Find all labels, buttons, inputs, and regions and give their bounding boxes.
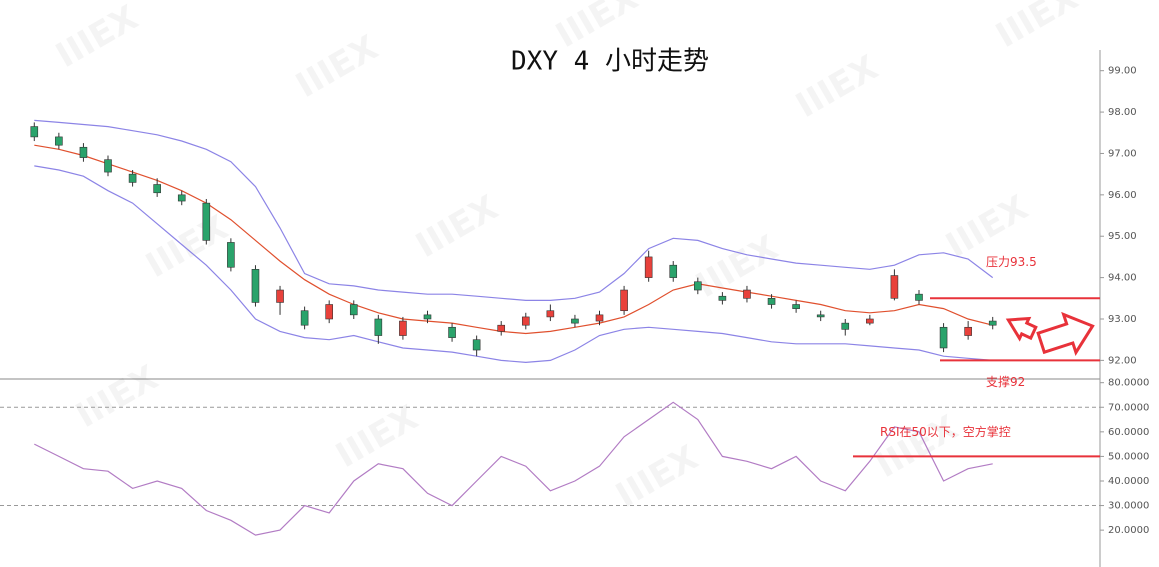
watermark: IIIEX (289, 28, 385, 106)
candle-body (374, 318, 383, 336)
y-tick-label: 97.00 (1108, 148, 1137, 159)
candle-body (571, 318, 579, 324)
candle-body (423, 314, 432, 320)
candle-body (251, 269, 260, 303)
candle-body (448, 326, 456, 338)
watermark: IIIEX (49, 0, 145, 76)
candle-body (177, 194, 186, 202)
candle-body (915, 293, 923, 301)
line (34, 144, 993, 335)
candle-body (694, 281, 702, 291)
watermark: IIIEX (869, 408, 965, 486)
arrow (1005, 316, 1038, 342)
candle-body (472, 339, 481, 351)
candle-body (866, 318, 874, 324)
candle-body (816, 314, 825, 318)
chart-title: DXY 4 小时走势 (511, 47, 709, 77)
line (34, 119, 994, 301)
y-tick-label: 70.0000 (1108, 402, 1149, 413)
candle-body (153, 184, 161, 194)
watermark: IIIEX (789, 48, 885, 126)
watermark: IIIEX (139, 208, 235, 286)
y-tick-label: 98.00 (1108, 107, 1137, 118)
candle-body (767, 298, 776, 305)
candle-body (890, 275, 899, 299)
candle-body (276, 289, 284, 303)
annotation: 支撑92 (986, 374, 1025, 389)
candle-body (644, 256, 653, 278)
candle-body (497, 324, 506, 332)
candle-body (595, 314, 604, 322)
watermark: IIIEX (609, 438, 705, 516)
candle-body (521, 316, 530, 326)
candle-body (325, 304, 333, 320)
candle-body (128, 173, 137, 183)
y-tick-label: 94.00 (1108, 273, 1137, 284)
y-tick-label: 40.0000 (1108, 476, 1149, 487)
annotation: 压力93.5 (986, 255, 1037, 269)
y-tick-label: 60.0000 (1108, 427, 1149, 438)
y-tick-label: 20.0000 (1108, 525, 1149, 536)
y-tick-label: 92.00 (1108, 355, 1137, 366)
watermark: IIIEX (69, 358, 165, 436)
candle-body (104, 159, 112, 173)
candle-body (546, 310, 555, 318)
candle-body (939, 326, 948, 349)
candle-body (718, 295, 727, 301)
candle-body (399, 320, 407, 336)
candle-body (792, 304, 800, 309)
y-tick-label: 96.00 (1108, 190, 1137, 201)
candle-body (669, 264, 678, 278)
candle-body (988, 320, 997, 326)
candle-body (227, 242, 235, 268)
candle-body (79, 146, 88, 158)
y-tick-label: 93.00 (1108, 314, 1137, 325)
candle-body (30, 126, 39, 138)
y-tick-label: 30.0000 (1108, 501, 1149, 512)
candle-body (743, 289, 751, 299)
watermark: IIIEX (409, 188, 505, 266)
candle-body (202, 202, 211, 241)
line (34, 401, 993, 536)
candle-body (620, 289, 628, 312)
watermark: IIIEX (689, 228, 785, 306)
y-tick-label: 95.00 (1108, 231, 1137, 242)
watermark: IIIEX (989, 0, 1085, 56)
candle-body (964, 326, 972, 336)
candle-body (55, 136, 63, 146)
y-tick-label: 99.00 (1108, 66, 1137, 77)
line (34, 165, 993, 364)
arrow (1036, 311, 1095, 356)
annotation: RSI在50以下，空方掌控 (880, 424, 1011, 439)
candle-body (841, 322, 850, 330)
y-tick-label: 80.0000 (1108, 378, 1149, 389)
candle-body (349, 304, 358, 316)
y-tick-label: 50.0000 (1108, 451, 1149, 462)
candle-body (300, 310, 309, 326)
